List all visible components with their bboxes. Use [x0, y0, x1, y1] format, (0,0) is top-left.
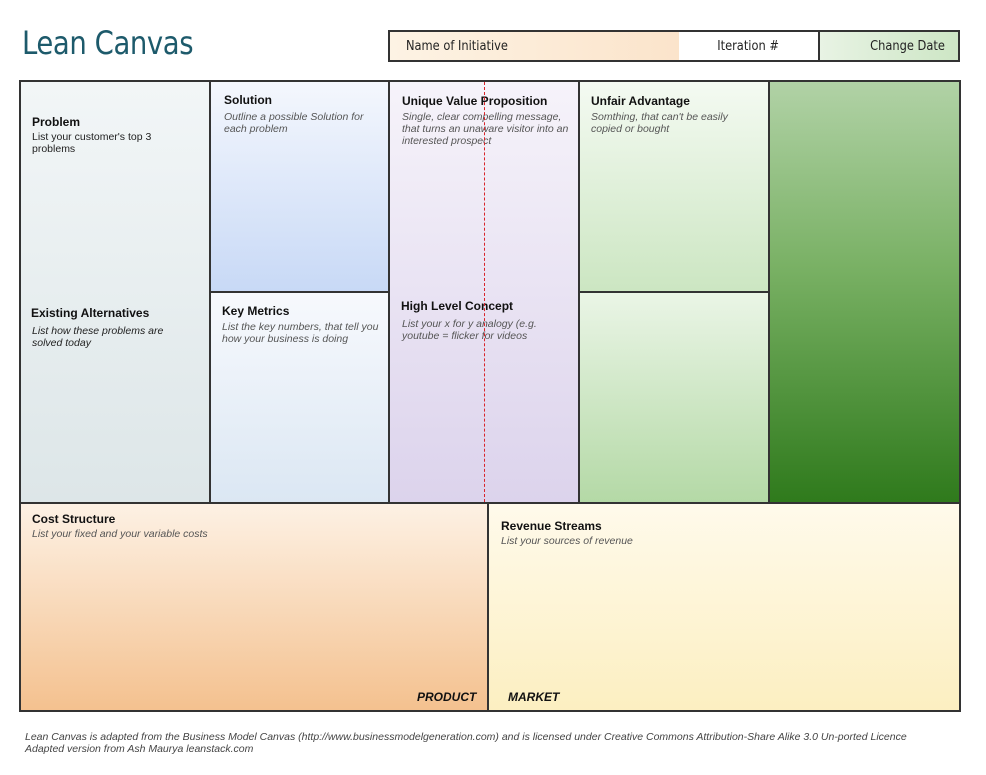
product-market-divider: [484, 82, 485, 502]
channels-block[interactable]: [578, 291, 770, 504]
revenue-streams-description: List your sources of revenue: [501, 535, 633, 547]
problem-block[interactable]: Problem List your customer's top 3 probl…: [19, 80, 211, 504]
change-date-field[interactable]: Change Date: [818, 30, 960, 62]
market-label: MARKET: [508, 690, 560, 704]
footer-line-1: Lean Canvas is adapted from the Business…: [25, 731, 907, 743]
solution-block[interactable]: Solution Outline a possible Solution for…: [209, 80, 390, 293]
unfair-advantage-description: Somthing, that can't be easily copied or…: [591, 111, 728, 135]
unfair-advantage-block[interactable]: Unfair Advantage Somthing, that can't be…: [578, 80, 770, 293]
problem-title: Problem: [32, 115, 81, 129]
solution-description: Outline a possible Solution for each pro…: [224, 111, 364, 135]
name-of-initiative-label: Name of Initiative: [405, 38, 508, 54]
key-metrics-description: List the key numbers, that tell you how …: [222, 321, 379, 345]
existing-alternatives-title: Existing Alternatives: [31, 306, 150, 320]
existing-alternatives-description: List how these problems are solved today: [32, 325, 164, 349]
cost-structure-title: Cost Structure: [32, 512, 116, 526]
problem-description: List your customer's top 3 problems: [32, 131, 152, 155]
change-date-label: Change Date: [870, 38, 945, 54]
revenue-streams-title: Revenue Streams: [501, 519, 602, 533]
product-label: PRODUCT: [417, 690, 477, 704]
customer-segments-block[interactable]: [768, 80, 961, 504]
iteration-field[interactable]: Iteration #: [679, 30, 820, 62]
footer-line-2: Adapted version from Ash Maurya leanstac…: [25, 743, 254, 755]
cost-structure-description: List your fixed and your variable costs: [32, 528, 208, 540]
high-level-concept-description: List your x for y analogy (e.g. youtube …: [402, 318, 537, 342]
footer-credit: Lean Canvas is adapted from the Business…: [25, 731, 907, 755]
cost-structure-block[interactable]: Cost Structure List your fixed and your …: [19, 502, 489, 712]
uvp-title: Unique Value Proposition: [402, 94, 548, 108]
solution-title: Solution: [224, 93, 272, 107]
unfair-advantage-title: Unfair Advantage: [591, 94, 690, 108]
name-of-initiative-field[interactable]: Name of Initiative: [388, 30, 681, 62]
high-level-concept-title: High Level Concept: [401, 299, 514, 313]
key-metrics-block[interactable]: Key Metrics List the key numbers, that t…: [209, 291, 390, 504]
revenue-streams-block[interactable]: Revenue Streams List your sources of rev…: [487, 502, 961, 712]
page-title: Lean Canvas: [22, 24, 194, 62]
iteration-label: Iteration #: [717, 38, 780, 54]
key-metrics-title: Key Metrics: [222, 304, 290, 318]
uvp-description: Single, clear compelling message, that t…: [402, 111, 569, 147]
